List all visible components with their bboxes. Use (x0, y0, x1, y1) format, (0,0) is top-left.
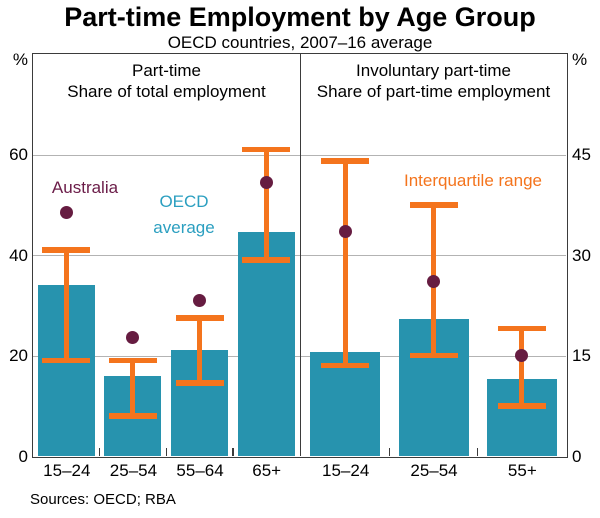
iqr-cap-high-15–24 (42, 247, 91, 253)
australia-dot-25–54 (126, 331, 140, 345)
iqr-cap-low-25–54 (108, 413, 157, 419)
plot-area: Part-time Share of total employment Invo… (32, 53, 568, 458)
oecd-average-bar-65+ (237, 232, 295, 456)
australia-dot-55+ (515, 349, 529, 362)
iqr-cap-high-55+ (497, 325, 546, 332)
iqr-whisker-25–54 (130, 360, 136, 416)
left-axis-tick-40: 40 (9, 245, 28, 265)
iqr-cap-high-25–54 (108, 357, 157, 364)
iqr-cap-low-55+ (497, 403, 546, 409)
australia-dot-55–64 (193, 293, 207, 307)
iqr-whisker-15–24 (63, 249, 69, 361)
category-boundary-tick (165, 448, 167, 456)
australia-dot-15–24 (59, 205, 73, 219)
category-boundary-tick (232, 448, 234, 456)
iqr-cap-high-15–24 (321, 158, 370, 164)
australia-dot-25–54 (427, 275, 440, 289)
category-boundary-tick (98, 448, 101, 456)
iqr-whisker-55–64 (197, 317, 203, 384)
right-axis-tick-15: 15 (572, 346, 591, 365)
category-label-55+: 55+ (507, 461, 537, 480)
right-axis-tick-0: 0 (572, 446, 582, 466)
iqr-cap-high-55–64 (175, 315, 224, 321)
iqr-cap-low-15–24 (42, 357, 91, 364)
left-panel-header: Part-time Share of total employment (33, 60, 300, 102)
page-title: Part-time Employment by Age Group (64, 2, 536, 32)
panel-divider (299, 54, 301, 456)
iqr-cap-high-65+ (242, 146, 291, 153)
iqr-cap-low-25–54 (409, 352, 458, 359)
right-panel-header: Involuntary part-time Share of part-time… (301, 60, 566, 102)
category-label-25–54: 25–54 (109, 461, 158, 480)
iqr-cap-low-15–24 (321, 362, 370, 369)
left-axis-unit: % (12, 50, 28, 69)
australia-dot-65+ (259, 175, 273, 189)
oecd-average-series-label: OECD average (124, 189, 244, 241)
right-axis-tick-30: 30 (572, 245, 591, 265)
right-axis-unit: % (572, 50, 588, 69)
chart-subtitle: OECD countries, 2007–16 average (167, 33, 433, 52)
right-panel-title: Involuntary part-time (356, 61, 511, 80)
category-label-55–64: 55–64 (176, 461, 224, 480)
category-boundary-tick (388, 448, 391, 456)
right-panel-subtitle: Share of part-time employment (316, 82, 551, 101)
right-axis-tick-45: 45 (572, 145, 591, 164)
iqr-cap-high-25–54 (409, 202, 458, 208)
left-axis-tick-0: 0 (18, 446, 28, 466)
left-axis-tick-20: 20 (9, 346, 28, 365)
interquartile-range-label: Interquartile range (404, 171, 542, 190)
left-panel-subtitle: Share of total employment (67, 82, 266, 101)
left-panel-title: Part-time (132, 61, 201, 80)
sources-note: Sources: OECD; RBA (30, 491, 176, 508)
category-label-65+: 65+ (252, 461, 282, 480)
oecd-label-line2: average (153, 218, 215, 237)
iqr-whisker-65+ (263, 149, 269, 261)
oecd-average-bar-15–24 (310, 352, 381, 456)
iqr-whisker-15–24 (342, 161, 348, 366)
australia-dot-15–24 (338, 225, 352, 239)
iqr-cap-low-65+ (242, 257, 291, 263)
iqr-cap-low-55–64 (175, 380, 224, 386)
left-axis-tick-60: 60 (9, 145, 28, 164)
category-boundary-tick (476, 448, 479, 456)
australia-series-label: Australia (51, 178, 119, 197)
category-label-25–54: 25–54 (410, 461, 458, 480)
category-label-15–24: 15–24 (322, 461, 370, 480)
iqr-whisker-55+ (519, 328, 525, 406)
category-label-15–24: 15–24 (43, 461, 91, 480)
oecd-label-line1: OECD (159, 192, 209, 211)
